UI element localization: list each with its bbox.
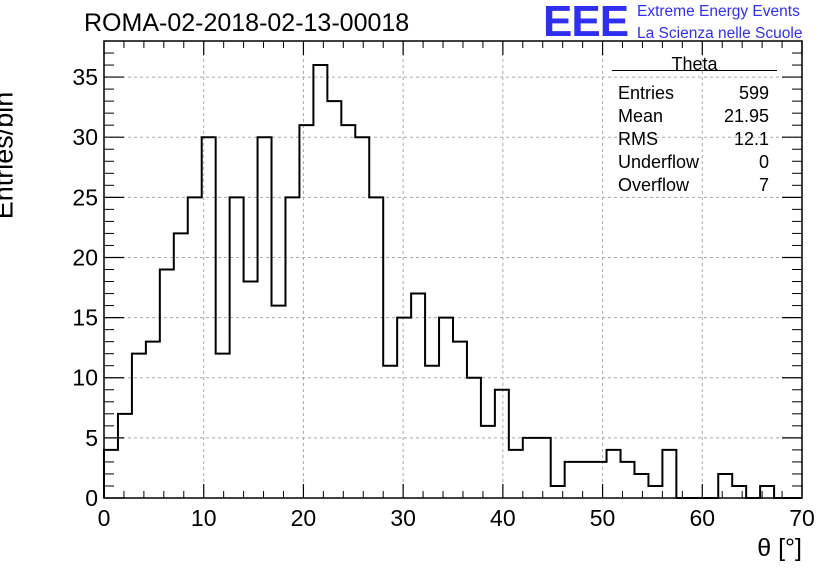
histogram-bin (411, 294, 425, 498)
histogram-bin (146, 342, 160, 498)
stats-box: Theta Entries 599 Mean 21.95 RMS 12.1 Un… (612, 54, 777, 197)
y-tick-label: 15 (72, 305, 98, 331)
histogram-bin (607, 450, 621, 498)
logo-line-1: Extreme Energy Events (637, 3, 800, 20)
stats-value: 21.95 (723, 106, 769, 126)
logo-line-2: La Scienza nelle Scuole (637, 25, 803, 42)
x-tick-label: 30 (390, 505, 416, 531)
histogram-bin (383, 366, 397, 498)
histogram-bin (132, 354, 146, 498)
stats-value: 599 (738, 83, 769, 103)
histogram-bin (467, 378, 481, 498)
stats-row-underflow: Underflow 0 (612, 151, 777, 174)
stats-title: Theta (671, 54, 718, 74)
run-title: ROMA-02-2018-02-13-00018 (84, 9, 410, 37)
histogram-bin (662, 450, 676, 498)
histogram-bin (593, 462, 607, 498)
histogram-bin (718, 474, 732, 498)
y-axis-label: Entries/bin (0, 91, 19, 220)
histogram-bin (634, 474, 648, 498)
stats-label: Underflow (618, 152, 700, 172)
histogram-bin (397, 318, 411, 498)
histogram-bin (299, 125, 313, 498)
x-tick-label: 0 (98, 505, 111, 531)
histogram-bin (425, 366, 439, 498)
x-tick-label: 20 (291, 505, 317, 531)
histogram-bin (439, 318, 453, 498)
histogram-bin (202, 137, 216, 498)
x-tick-label: 40 (490, 505, 516, 531)
y-tick-label: 25 (72, 184, 98, 210)
histogram-bin (648, 486, 662, 498)
stats-value: 0 (758, 152, 769, 172)
stats-label: Overflow (618, 175, 690, 195)
histogram-bin (118, 414, 132, 498)
y-tick-label: 35 (72, 64, 98, 90)
histogram-bin (160, 270, 174, 499)
histogram-bin (369, 197, 383, 498)
stats-value: 7 (758, 175, 769, 195)
histogram-bin (327, 101, 341, 498)
histogram-bin (341, 125, 355, 498)
histogram-bin (258, 137, 272, 498)
axis-ticks (103, 40, 803, 499)
histogram-bin (732, 486, 746, 498)
stats-row-rms: RMS 12.1 (612, 128, 777, 151)
histogram-bin (523, 438, 537, 498)
histogram-bin (355, 137, 369, 498)
stats-label: Mean (618, 106, 664, 126)
histogram-bin (495, 390, 509, 498)
histogram-bin (453, 342, 467, 498)
x-tick-label: 70 (789, 505, 815, 531)
histogram-bin (230, 197, 244, 498)
x-tick-label: 10 (191, 505, 217, 531)
histogram-bin (481, 426, 495, 498)
y-tick-label: 5 (85, 425, 98, 451)
stats-label: RMS (618, 129, 658, 149)
histogram-bin (313, 65, 327, 498)
x-tick-label: 50 (590, 505, 616, 531)
eee-logo: EEE (543, 0, 629, 46)
histogram-outline (103, 64, 802, 499)
grid-lines (104, 41, 802, 498)
histogram-bin (565, 462, 579, 498)
y-tick-label: 10 (72, 365, 98, 391)
histogram-bin (579, 462, 593, 498)
histogram-bin (509, 450, 523, 498)
y-tick-label: 30 (72, 124, 98, 150)
stats-row-entries: Entries 599 (612, 82, 777, 105)
y-tick-label: 0 (85, 485, 98, 511)
histogram-bin (244, 282, 258, 498)
stats-label: Entries (618, 83, 675, 103)
stats-value: 12.1 (733, 129, 769, 149)
stats-row-mean: Mean 21.95 (612, 105, 777, 128)
y-tick-label: 20 (72, 244, 98, 270)
histogram-bin (174, 233, 188, 498)
histogram-bin (188, 197, 202, 498)
x-tick-label: 60 (689, 505, 715, 531)
stats-row-overflow: Overflow 7 (612, 174, 777, 197)
histogram-bin (272, 306, 286, 498)
histogram-bin (216, 354, 230, 498)
histogram-bin (537, 438, 551, 498)
x-axis-label: θ [°] (757, 534, 802, 562)
histogram-bin (285, 197, 299, 498)
histogram-bars (103, 64, 802, 499)
